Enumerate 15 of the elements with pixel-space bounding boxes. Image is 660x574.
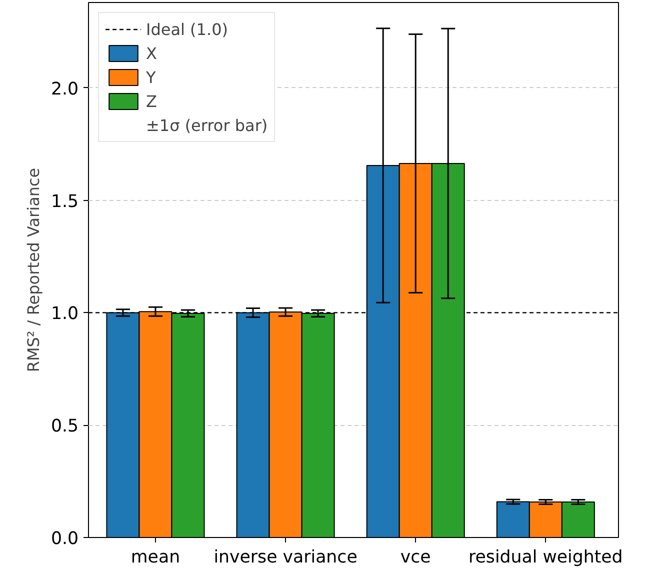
legend-label: Ideal (1.0) [146, 20, 228, 38]
x-tick-label: residual weighted [468, 548, 623, 568]
y-tick-label: 2.0 [50, 79, 79, 100]
y-tick-label: 1.0 [50, 304, 79, 324]
x-tick-label: vce [400, 548, 431, 568]
y-tick-label: 1.5 [50, 192, 79, 212]
x-tick-label: mean [130, 548, 180, 568]
x-tick-label: inverse variance [214, 548, 358, 568]
legend-label: Z [146, 92, 158, 110]
annotation: ±1σ (error bar) [146, 116, 268, 134]
y-tick-label: 0.5 [50, 416, 79, 437]
y-tick-label: 0.0 [50, 529, 79, 549]
legend-label: X [146, 44, 158, 62]
y-axis-title: RMS² / Reported Variance [24, 168, 43, 372]
legend-label: Y [146, 68, 157, 86]
